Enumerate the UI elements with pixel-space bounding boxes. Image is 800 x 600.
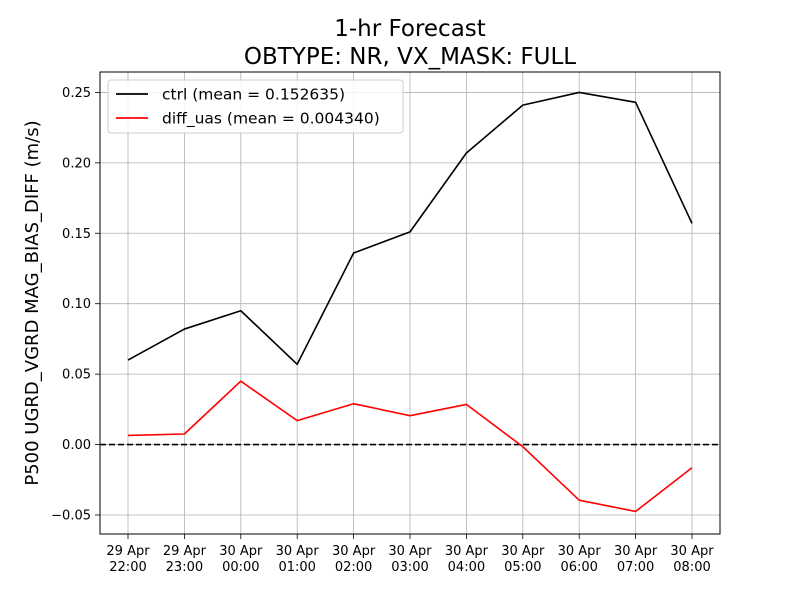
chart-title-line1: 1-hr Forecast <box>334 16 486 42</box>
x-tick-label-line: 30 Apr <box>388 544 432 559</box>
x-tick-label-line: 23:00 <box>166 560 203 575</box>
x-tick-label-line: 30 Apr <box>445 544 489 559</box>
x-tick-label-line: 07:00 <box>617 560 654 575</box>
x-tick-label: 30 Apr 05:00 <box>501 544 545 575</box>
grid-layer <box>100 72 720 534</box>
x-tick-label-line: 30 Apr <box>276 544 320 559</box>
x-tick-label-line: 01:00 <box>278 560 315 575</box>
x-tick-label: 30 Apr 01:00 <box>276 544 320 575</box>
x-tick-label: 30 Apr 02:00 <box>332 544 376 575</box>
legend-box <box>107 79 404 134</box>
y-tick-label: 0.15 <box>62 227 91 242</box>
y-axis-label: P500 UGRD_VGRD MAG_BIAS_DIFF (m/s) <box>22 120 43 485</box>
x-tick-label-line: 29 Apr <box>163 544 207 559</box>
x-tick-label: 30 Apr 04:00 <box>445 544 489 575</box>
x-tick-label-line: 02:00 <box>335 560 372 575</box>
x-tick-label-line: 30 Apr <box>219 544 263 559</box>
x-tick-label-line: 08:00 <box>673 560 710 575</box>
x-tick-label: 29 Apr 23:00 <box>163 544 207 575</box>
x-tick-label-line: 05:00 <box>504 560 541 575</box>
legend-label: ctrl (mean = 0.152635) <box>162 86 345 104</box>
x-tick-label: 30 Apr 00:00 <box>219 544 263 575</box>
legend-label: diff_uas (mean = 0.004340) <box>162 110 380 129</box>
x-tick-label: 30 Apr 03:00 <box>388 544 432 575</box>
x-tick-label: 30 Apr 06:00 <box>558 544 602 575</box>
x-tick-label-line: 00:00 <box>222 560 259 575</box>
x-tick-label-line: 04:00 <box>448 560 485 575</box>
x-tick-label: 30 Apr 07:00 <box>614 544 658 575</box>
x-tick-label-line: 30 Apr <box>670 544 714 559</box>
legend: ctrl (mean = 0.152635) diff_uas (mean = 0… <box>107 79 404 134</box>
series-line-ctrl <box>127 91 693 366</box>
x-tick-label-line: 30 Apr <box>558 544 602 559</box>
x-tick-label-line: 06:00 <box>560 560 597 575</box>
y-tick-label: 0.00 <box>62 438 91 453</box>
y-tick-label: 0.10 <box>62 297 91 312</box>
x-tick-label-line: 30 Apr <box>501 544 545 559</box>
y-tick-label: 0.05 <box>62 368 91 383</box>
x-tick-label: 30 Apr 08:00 <box>670 544 714 575</box>
x-tick-label-line: 30 Apr <box>614 544 658 559</box>
x-tick-label-line: 22:00 <box>109 560 146 575</box>
x-tick-label: 29 Apr 22:00 <box>106 544 150 575</box>
series-layer <box>127 91 693 513</box>
y-tick-label: 0.25 <box>62 86 91 101</box>
x-tick-label-line: 29 Apr <box>106 544 150 559</box>
y-tick-label: 0.20 <box>62 156 91 171</box>
x-tick-label-line: 30 Apr <box>332 544 376 559</box>
chart-title-line2: OBTYPE: NR, VX_MASK: FULL <box>244 44 576 70</box>
x-tick-label-line: 03:00 <box>391 560 428 575</box>
series-line-diff-uas <box>127 380 693 513</box>
y-tick-label: −0.05 <box>51 508 91 523</box>
